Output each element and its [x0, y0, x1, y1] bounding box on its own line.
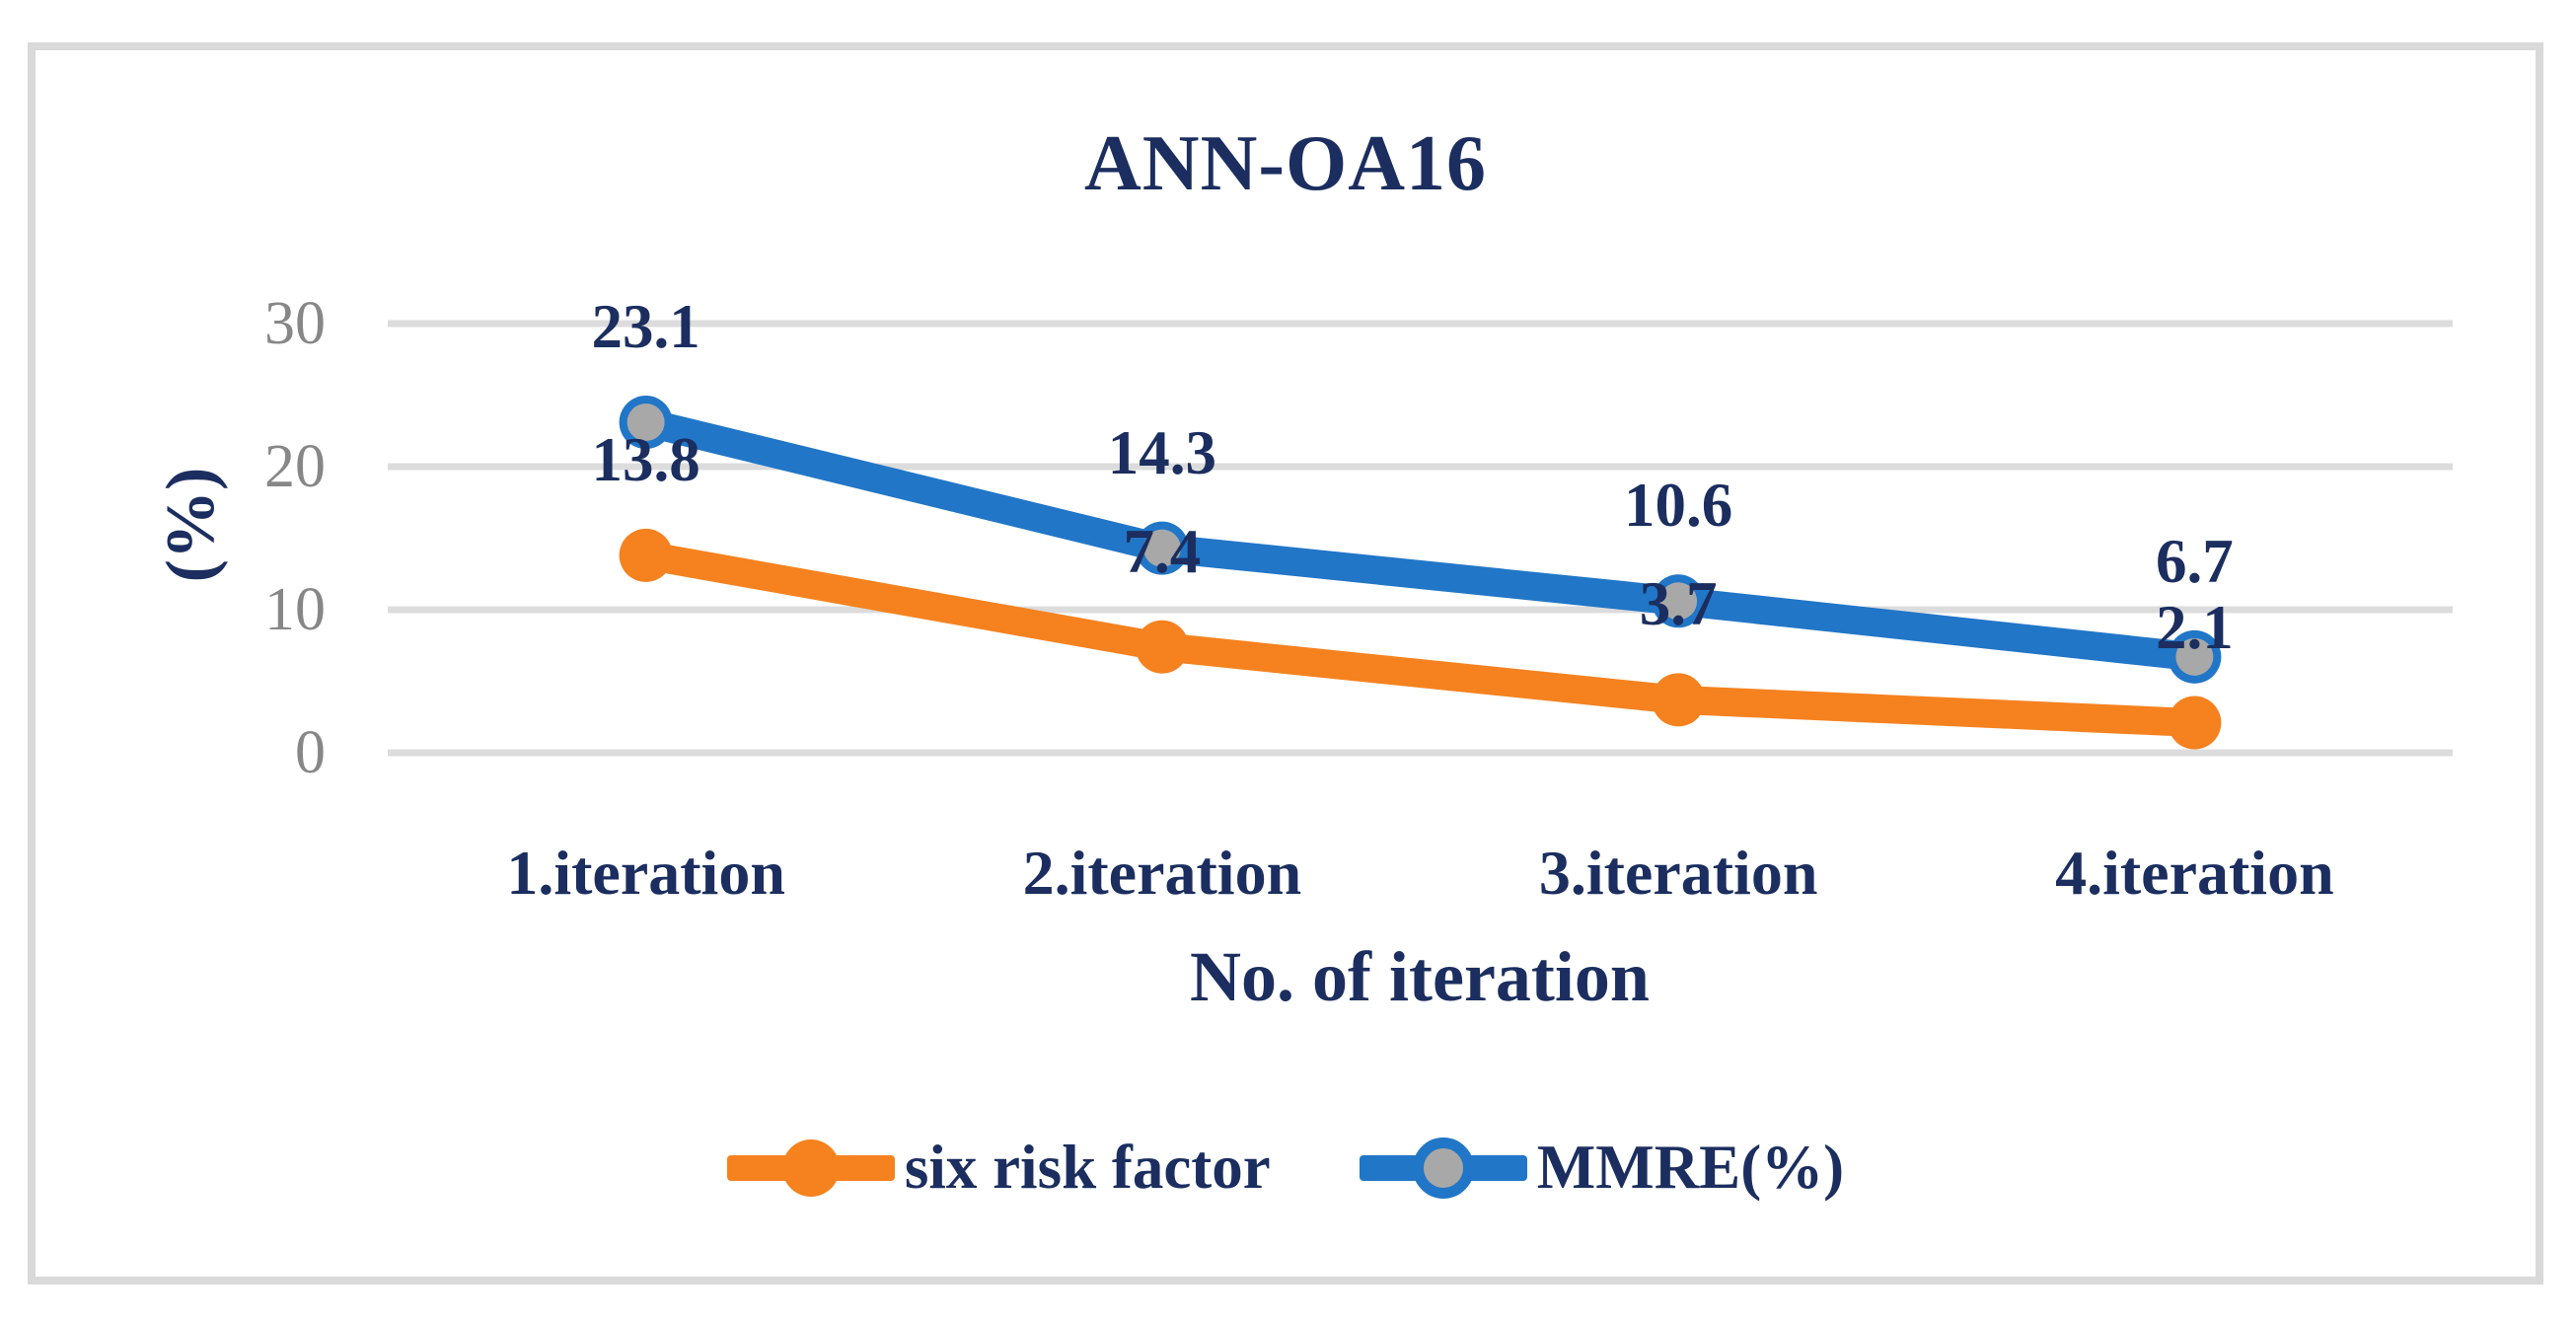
legend-item-six-risk-factor: six risk factor: [726, 1124, 1271, 1212]
chart-title: ANN-OA16: [1084, 120, 1487, 207]
data-point-marker-fill: [1659, 582, 1698, 621]
legend-marker-icon: [1412, 1137, 1474, 1199]
data-point-marker-fill: [1142, 529, 1181, 567]
plot-area: [388, 320, 2453, 757]
data-point-marker-fill: [2175, 637, 2214, 676]
data-point-marker: [1135, 620, 1189, 674]
legend-label: MMRE(%): [1536, 1133, 1845, 1202]
chart-frame: ANN-OA16 (%) No. of iteration six risk f…: [28, 42, 2543, 1284]
data-label: 10.6: [1624, 471, 1733, 541]
data-label: 3.7: [1639, 569, 1718, 639]
x-axis-title: No. of iteration: [1190, 937, 1650, 1016]
data-label: 13.8: [591, 424, 700, 494]
data-label: 7.4: [1123, 516, 1202, 586]
series-line: [643, 541, 2196, 738]
legend-marker-icon: [781, 1138, 840, 1197]
data-point-marker-fill: [626, 404, 665, 442]
legend: six risk factor MMRE(%): [28, 1121, 2543, 1214]
data-label: 14.3: [1107, 417, 1216, 487]
x-tick-label: 3.iteration: [1538, 838, 1818, 908]
legend-label: six risk factor: [904, 1133, 1271, 1202]
data-label: 23.1: [591, 292, 700, 362]
x-tick-label: 1.iteration: [506, 838, 785, 908]
legend-item-mmre: MMRE(%): [1359, 1124, 1845, 1212]
legend-swatch-blue: [1359, 1124, 1527, 1212]
y-tick-label: 30: [264, 290, 326, 357]
legend-swatch-orange: [726, 1124, 895, 1212]
y-tick-label: 20: [264, 433, 326, 500]
y-tick-label: 0: [295, 719, 326, 786]
data-point-marker: [619, 528, 673, 582]
y-tick-label: 10: [264, 576, 326, 643]
data-label: 2.1: [2156, 592, 2234, 662]
data-label: 6.7: [2156, 526, 2234, 596]
series-line: [642, 407, 2196, 672]
data-point-marker: [1652, 673, 1706, 727]
x-tick-label: 2.iteration: [1022, 838, 1302, 908]
x-tick-label: 4.iteration: [2055, 838, 2334, 908]
data-point-marker: [2168, 696, 2222, 750]
